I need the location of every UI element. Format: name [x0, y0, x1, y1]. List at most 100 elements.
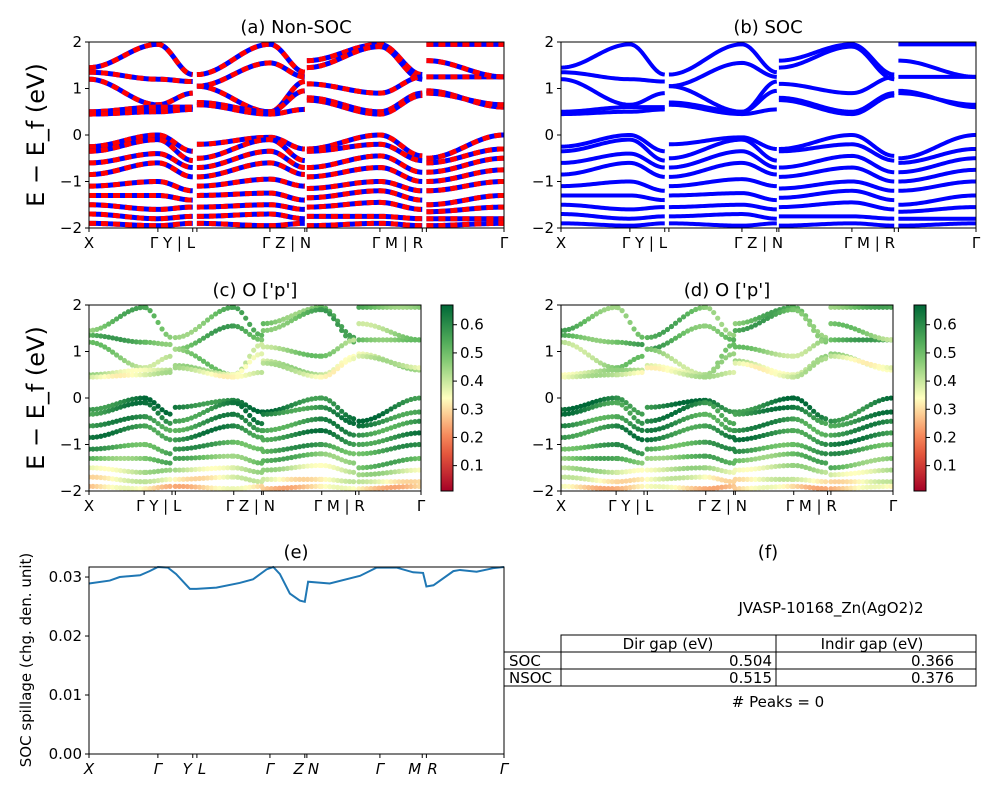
band-point — [562, 455, 568, 462]
band-point — [225, 305, 231, 311]
band-point — [832, 321, 838, 327]
band-point — [582, 419, 588, 425]
band-point — [656, 483, 663, 490]
band-point — [644, 418, 650, 424]
band-point — [356, 305, 362, 310]
band-point — [711, 309, 717, 316]
band-point — [404, 305, 410, 310]
band-point — [727, 469, 733, 475]
band-point — [656, 416, 663, 422]
band-point — [823, 420, 829, 427]
band-point — [811, 343, 817, 349]
band-point — [188, 342, 195, 348]
band-point — [727, 408, 733, 414]
band-point — [856, 327, 862, 334]
band-point — [251, 459, 257, 465]
band-point — [288, 454, 295, 461]
band-point — [159, 415, 165, 421]
band-point — [305, 397, 311, 403]
band-point — [313, 451, 319, 457]
band-point — [868, 422, 874, 428]
band-line — [898, 179, 976, 193]
band-point — [372, 440, 378, 446]
band-point — [644, 334, 650, 341]
band-point — [323, 463, 329, 469]
band-point — [711, 373, 717, 379]
band-point — [384, 447, 390, 453]
band-point — [744, 448, 750, 454]
band-point — [368, 337, 374, 343]
band-point — [255, 336, 261, 342]
band-point — [184, 349, 191, 355]
band-point — [578, 408, 584, 414]
band-point — [208, 485, 215, 491]
band-point — [888, 395, 893, 401]
band-point — [795, 442, 801, 448]
band-point — [732, 321, 738, 327]
band-point — [772, 371, 779, 377]
band-point — [416, 409, 421, 415]
band-point — [251, 424, 257, 431]
band-point — [815, 328, 821, 335]
band-point — [703, 323, 709, 329]
band-point — [876, 363, 882, 369]
band-point — [339, 343, 345, 349]
band-line-dashed — [426, 132, 504, 161]
band-point — [756, 465, 763, 471]
band-point — [744, 361, 750, 368]
band-point — [400, 334, 406, 340]
band-line — [778, 44, 895, 82]
band-point — [815, 429, 821, 435]
band-point — [368, 479, 374, 485]
band-point — [631, 448, 637, 454]
band-point — [627, 359, 633, 365]
band-point — [284, 365, 291, 371]
band-point — [213, 441, 219, 447]
band-point — [697, 439, 703, 445]
band-point — [368, 471, 374, 477]
band-point — [372, 485, 378, 491]
band-point — [619, 339, 625, 346]
band-point — [852, 337, 858, 343]
band-point — [309, 428, 315, 434]
band-point — [356, 423, 362, 429]
band-point — [384, 327, 390, 334]
band-point — [711, 414, 717, 420]
band-point — [639, 451, 645, 457]
band-point — [848, 462, 854, 469]
band-point — [121, 485, 128, 491]
band-point — [343, 485, 349, 491]
band-point — [208, 364, 215, 370]
band-point — [848, 324, 854, 331]
band-point — [412, 456, 418, 462]
band-point — [255, 434, 261, 440]
band-point — [360, 305, 366, 310]
band-point — [247, 421, 253, 427]
band-point — [597, 360, 603, 366]
band-point — [815, 449, 821, 455]
band-point — [795, 451, 801, 457]
band-point — [732, 467, 738, 473]
band-point — [412, 467, 418, 473]
y-tick-label: −2 — [532, 482, 554, 500]
band-point — [364, 422, 370, 428]
band-point — [339, 415, 345, 421]
band-point — [888, 479, 893, 485]
band-point — [251, 370, 257, 376]
band-point — [844, 440, 850, 446]
band-point — [888, 418, 893, 424]
band-point — [368, 422, 374, 428]
band-point — [868, 401, 874, 408]
band-point — [251, 407, 257, 413]
band-point — [582, 476, 588, 482]
band-line-dashed — [196, 60, 305, 89]
x-tick-label: Γ — [500, 234, 509, 252]
band-point — [213, 474, 219, 481]
band-point — [619, 397, 625, 403]
band-point — [327, 452, 333, 458]
band-point — [593, 477, 600, 483]
band-point — [239, 475, 245, 481]
band-point — [570, 374, 576, 380]
band-line-dashed — [306, 132, 423, 159]
band-point — [400, 362, 406, 369]
